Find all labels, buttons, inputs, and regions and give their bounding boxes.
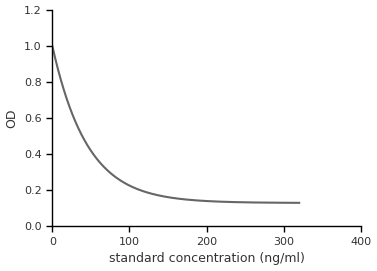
X-axis label: standard concentration (ng/ml): standard concentration (ng/ml): [109, 253, 305, 265]
Y-axis label: OD: OD: [6, 108, 18, 128]
